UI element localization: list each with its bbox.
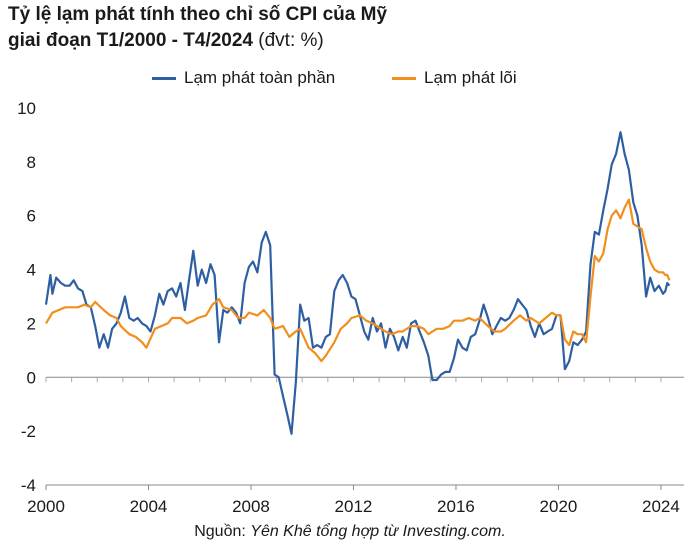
x-tick-label: 2016: [437, 497, 475, 516]
x-tick-label: 2000: [27, 497, 65, 516]
x-tick-label: 2004: [130, 497, 168, 516]
y-tick-label: -4: [21, 476, 36, 495]
legend-swatch-headline: [152, 76, 176, 80]
source-prefix: Nguồn:: [194, 523, 251, 540]
chart-title-unit: (đvt: %): [258, 30, 324, 51]
chart-title-line2: giai đoạn T1/2000 - T4/2024 (đvt: %): [8, 28, 688, 54]
chart-title-line1: Tỷ lệ lạm phát tính theo chỉ số CPI của …: [8, 4, 388, 25]
series-line-headline: [44, 131, 671, 435]
series-line-core: [45, 198, 671, 363]
y-tick-label: 6: [27, 207, 36, 226]
y-tick-label: 8: [27, 153, 36, 172]
y-tick-label: 4: [27, 261, 36, 280]
source-note: Nguồn: Yên Khê tổng hợp từ Investing.com…: [0, 523, 700, 541]
y-tick-label: 0: [27, 368, 36, 387]
chart-title-period: giai đoạn T1/2000 - T4/2024: [8, 30, 253, 51]
y-tick-label: -2: [21, 422, 36, 441]
x-tick-label: 2008: [232, 497, 270, 516]
x-tick-label: 2012: [335, 497, 373, 516]
source-body: Yên Khê tổng hợp từ Investing.com.: [250, 523, 506, 540]
legend-item-headline: Lạm phát toàn phần: [152, 68, 335, 88]
legend-swatch-core: [392, 76, 416, 80]
y-tick-label: 10: [17, 99, 36, 118]
y-tick-label: 2: [27, 314, 36, 333]
chart-legend: Lạm phát toàn phần Lạm phát lõi: [0, 68, 700, 94]
legend-label-core: Lạm phát lõi: [424, 68, 517, 87]
legend-item-core: Lạm phát lõi: [392, 68, 517, 88]
x-tick-label: 2020: [540, 497, 578, 516]
chart-title: Tỷ lệ lạm phát tính theo chỉ số CPI của …: [8, 2, 688, 54]
x-tick-label: 2024: [642, 497, 680, 516]
legend-label-headline: Lạm phát toàn phần: [184, 68, 336, 87]
